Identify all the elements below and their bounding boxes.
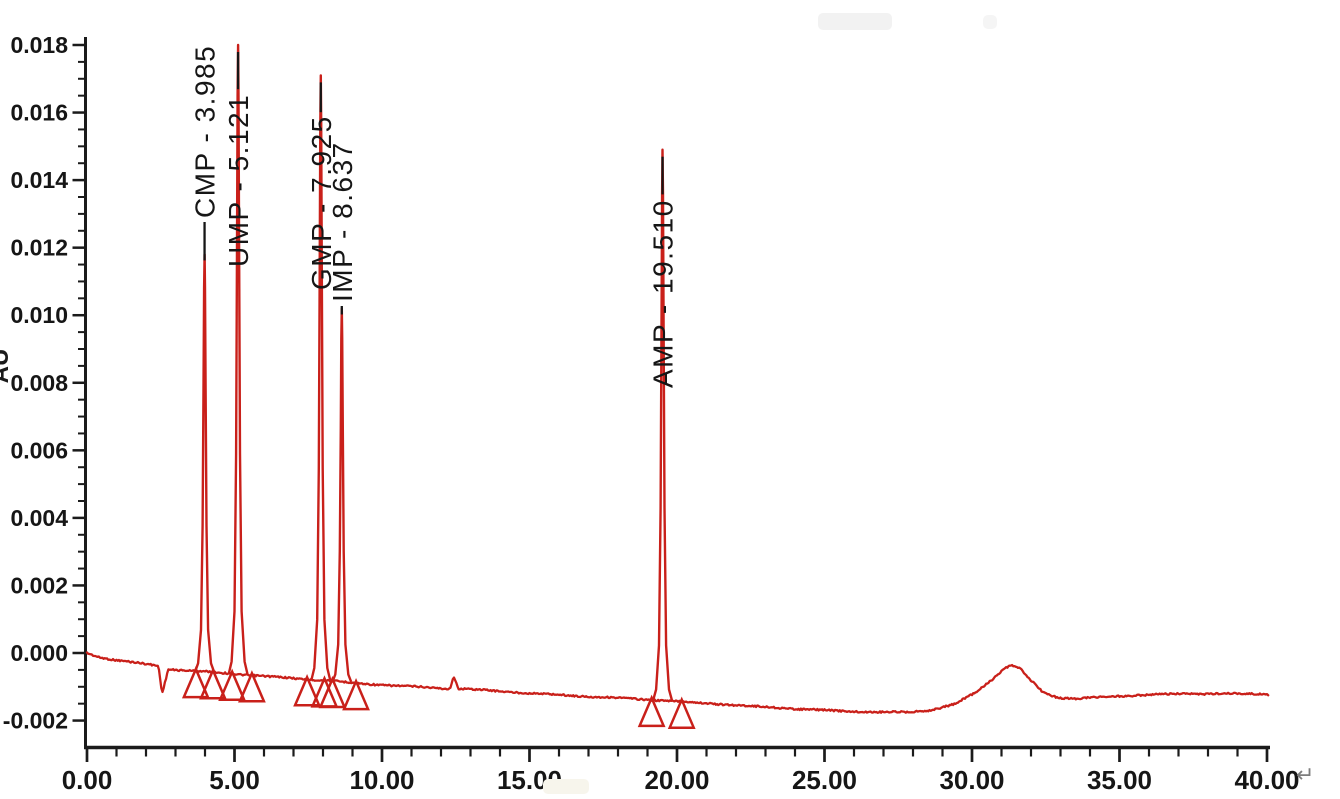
x-tick-label: 5.00 (209, 765, 260, 795)
peak-spike-amp (651, 148, 674, 701)
integration-marker (342, 678, 370, 711)
y-axis-title-text: AU (0, 348, 14, 384)
integration-marker (667, 696, 696, 729)
peak-label-gmp: GMP - 7.925 (306, 115, 337, 290)
baseline-trace (85, 651, 1270, 714)
peak-label-amp: AMP - 19.510 (648, 199, 679, 388)
x-tick-label: 40.00 (1234, 765, 1299, 795)
x-tick-label: 10.00 (349, 765, 414, 795)
y-tick-label: 0.004 (10, 505, 68, 531)
y-tick-label: 0.010 (10, 302, 68, 328)
y-tick-label: 0.006 (10, 437, 68, 463)
x-tick-label: 30.00 (939, 765, 1004, 795)
y-tick-label: 0.002 (10, 572, 68, 598)
y-tick-label: 0.012 (10, 235, 68, 261)
peak-spike-cmp (193, 253, 216, 673)
peak-label-cmp: CMP - 3.985 (190, 45, 221, 218)
peak-label-imp: IMP - 8.637 (327, 141, 358, 302)
integration-marker (637, 694, 666, 728)
y-axis-title: AU (0, 346, 15, 386)
x-tick-label: 35.00 (1087, 765, 1152, 795)
integration-marker (218, 668, 247, 701)
integration-marker (199, 667, 227, 700)
peak-spike-gmp (310, 74, 332, 681)
y-tick-label: 0.008 (10, 370, 68, 396)
y-tick-label: 0.016 (10, 100, 68, 126)
whiteout-smudge (983, 15, 997, 29)
integration-marker (181, 665, 210, 699)
y-tick-label: 0.018 (10, 32, 68, 58)
y-tick-label: 0.014 (10, 167, 68, 193)
whiteout-smudge (818, 13, 892, 30)
peak-spike-imp (331, 307, 353, 683)
whiteout-smudge (543, 779, 589, 794)
x-tick-label: 0.00 (62, 765, 113, 795)
integration-marker (318, 675, 347, 709)
paragraph-return-mark: ↵ (1296, 762, 1315, 787)
y-tick-label: -0.002 (3, 708, 68, 734)
x-tick-label: 20.00 (644, 765, 709, 795)
x-tick-label: 25.00 (792, 765, 857, 795)
y-tick-label: 0.000 (10, 640, 68, 666)
peak-label-ump: UMP - 5.121 (223, 94, 254, 267)
peak-spike-ump (227, 43, 249, 675)
integration-marker (238, 670, 266, 703)
integration-marker (293, 674, 321, 707)
